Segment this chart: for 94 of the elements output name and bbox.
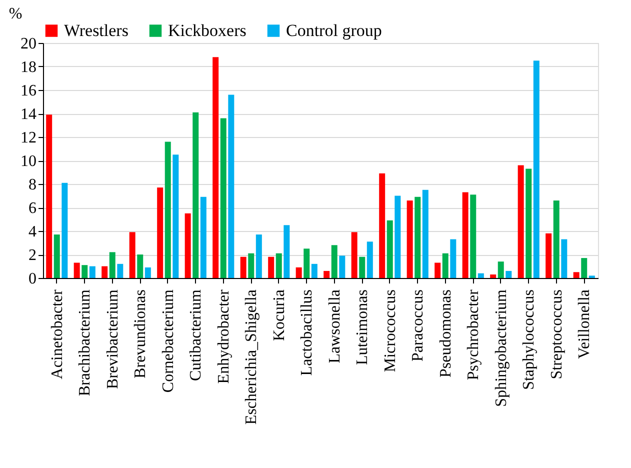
bar — [546, 233, 552, 278]
bar — [164, 142, 171, 278]
bar — [276, 253, 282, 278]
y-tick-label: 14 — [20, 106, 36, 123]
bar — [498, 262, 504, 278]
bar — [442, 253, 448, 278]
bar — [144, 267, 151, 278]
bar — [137, 254, 144, 278]
x-tick-label: Staphylococcus — [520, 290, 538, 390]
y-tick-label: 0 — [28, 270, 36, 288]
bar — [573, 272, 580, 278]
y-tick-label: 12 — [20, 130, 36, 146]
y-axis-title: % — [8, 6, 22, 22]
bar — [157, 188, 164, 278]
bar — [561, 239, 568, 278]
bar — [54, 234, 60, 278]
y-tick-label: 6 — [28, 200, 36, 217]
bar — [581, 258, 588, 278]
bar — [339, 256, 346, 278]
bar — [129, 232, 136, 278]
x-tick-label: Acinetobacter — [48, 288, 66, 380]
x-tick-label: Veillonella — [576, 290, 594, 359]
bar — [518, 165, 524, 278]
y-tick-label: 18 — [20, 59, 36, 76]
bar — [117, 264, 124, 278]
bar — [359, 256, 366, 278]
bar — [506, 270, 512, 278]
bar — [304, 248, 310, 278]
bar — [248, 253, 254, 278]
x-tick-label: Lawsonella — [326, 290, 344, 364]
x-tick-label: Enhydrobacter — [215, 288, 232, 384]
bar — [172, 154, 179, 278]
bar — [74, 262, 80, 278]
bar — [46, 114, 52, 278]
x-tick-label: Lactobacillus — [298, 290, 316, 376]
y-tick-label: 4 — [28, 224, 36, 240]
bar — [102, 266, 108, 278]
bar — [184, 213, 191, 278]
bar — [240, 256, 246, 278]
bar — [192, 112, 199, 278]
bar — [470, 194, 476, 278]
y-tick-label: 2 — [28, 247, 36, 264]
bar — [386, 220, 393, 278]
bar — [284, 225, 290, 278]
x-tick-label: Brevibacterium — [104, 288, 122, 390]
x-tick-label: Luteimonas — [354, 290, 372, 366]
bar — [109, 252, 116, 278]
legend-label: Kickboxers — [168, 20, 246, 40]
bar — [331, 245, 338, 278]
bar — [434, 262, 441, 278]
bar — [212, 57, 219, 278]
x-tick-label: Psychrobacter — [465, 288, 482, 380]
bar — [533, 60, 540, 278]
bar — [394, 196, 401, 278]
bar — [366, 242, 373, 278]
y-tick-label: 10 — [20, 153, 36, 170]
bar — [296, 267, 302, 278]
bar — [89, 266, 96, 278]
y-tick-label: 8 — [28, 176, 36, 194]
y-tick-label: 20 — [20, 36, 36, 52]
x-tick-label: Brachibacterium — [76, 288, 94, 396]
legend-label: Wrestlers — [64, 20, 128, 40]
x-tick-label: Streptococcus — [548, 290, 566, 380]
x-tick-label: Cutibacterium — [188, 288, 205, 382]
x-tick-label: Micrococcus — [382, 290, 399, 372]
x-tick-label: Pseudomonas — [437, 290, 454, 378]
bar — [256, 234, 262, 278]
bar — [220, 118, 226, 278]
bar — [351, 232, 358, 278]
bar — [406, 200, 413, 278]
bar — [490, 274, 496, 278]
x-tick-label: Sphingobacterium — [492, 288, 510, 407]
bar — [62, 182, 68, 278]
x-tick-label: Escherichia_Shigella — [243, 290, 260, 425]
legend-label: Control group — [286, 20, 382, 40]
x-tick-label: Brevundionas — [132, 290, 150, 378]
bar — [414, 196, 421, 278]
y-tick-label: 16 — [20, 82, 36, 100]
bar — [553, 200, 560, 278]
bar — [311, 264, 318, 278]
bar — [422, 190, 428, 278]
bar — [379, 173, 386, 278]
bar — [526, 168, 532, 278]
x-tick-label: Cornebacterium — [160, 288, 177, 393]
x-tick-label: Kocuria — [270, 290, 288, 342]
bar — [478, 273, 484, 278]
bar — [200, 196, 206, 278]
bar — [228, 94, 234, 278]
bar — [462, 192, 468, 278]
bar — [82, 265, 88, 278]
bar — [324, 270, 330, 278]
x-tick-label: Paracoccus — [410, 290, 427, 362]
bar — [450, 239, 456, 278]
bar — [268, 256, 274, 278]
